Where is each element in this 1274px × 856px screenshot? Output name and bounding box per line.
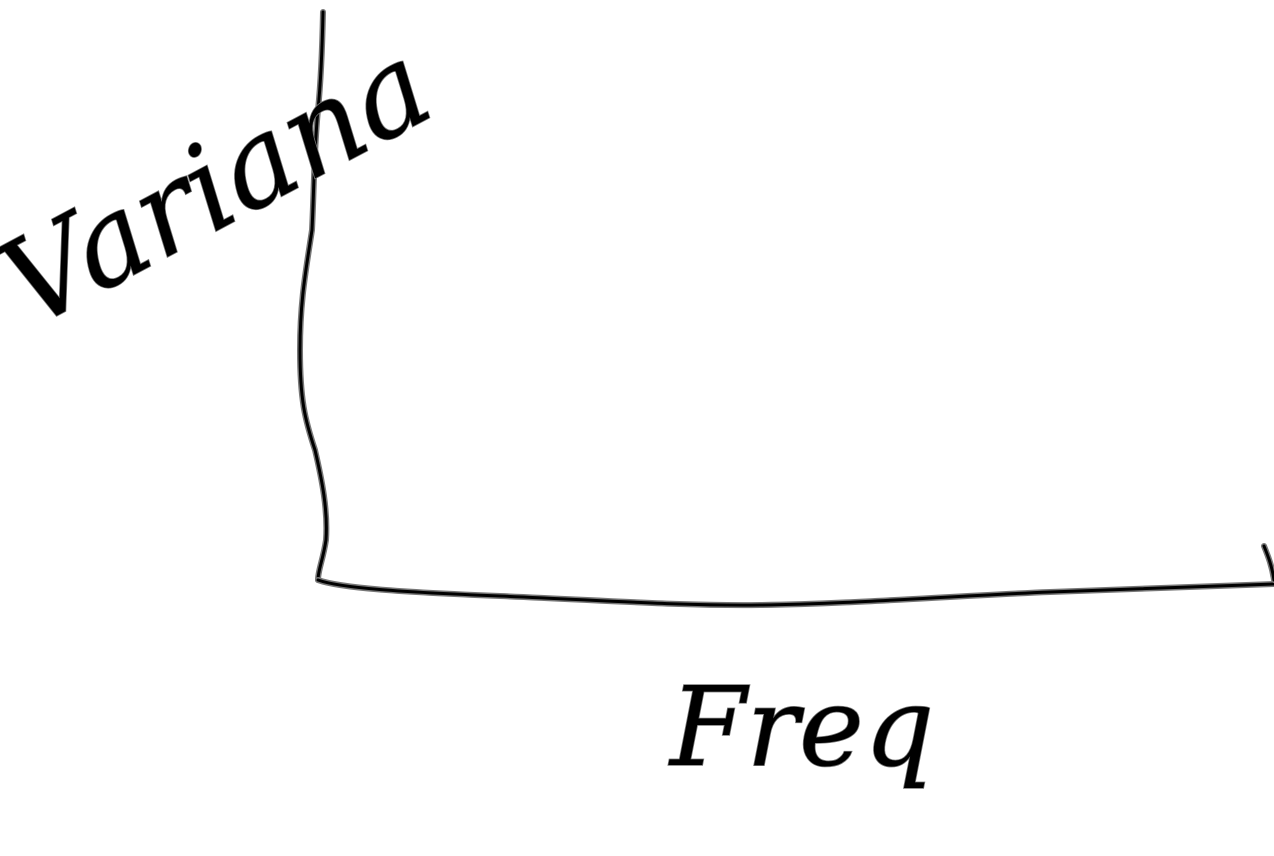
x-axis-label: Freq [668,663,934,791]
y-axis [297,9,330,583]
y-axis-label: Variana [0,15,453,355]
x-axis [315,543,1274,609]
